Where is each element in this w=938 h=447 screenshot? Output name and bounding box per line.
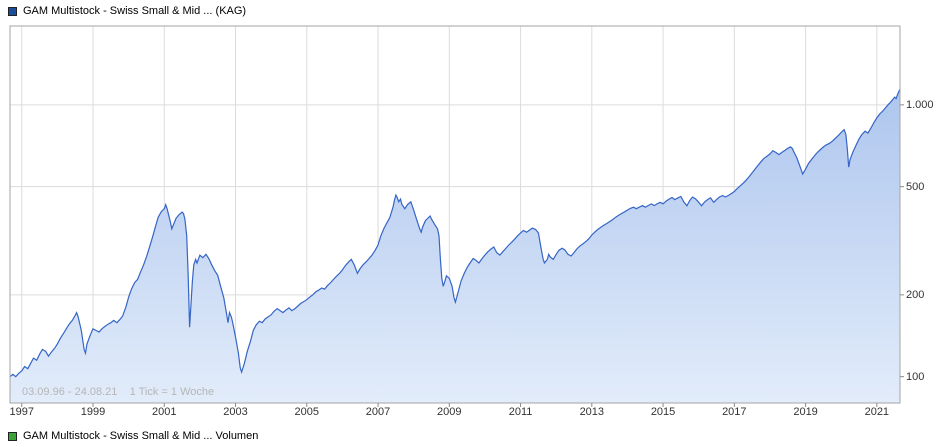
x-axis-label: 2017 bbox=[722, 406, 747, 418]
price-area-fill bbox=[10, 90, 900, 404]
y-axis-label: 500 bbox=[906, 180, 925, 193]
legend-top: GAM Multistock - Swiss Small & Mid ... (… bbox=[8, 5, 246, 17]
x-axis-label: 2019 bbox=[793, 406, 818, 418]
x-axis-label: 2021 bbox=[864, 406, 890, 418]
y-axis-label: 1.000 bbox=[906, 98, 934, 111]
volume-series-label: GAM Multistock - Swiss Small & Mid ... V… bbox=[23, 430, 259, 442]
price-series-swatch-icon bbox=[8, 6, 17, 16]
x-axis-label: 2007 bbox=[365, 406, 391, 418]
y-axis-label: 200 bbox=[906, 288, 925, 301]
x-axis-label: 2003 bbox=[223, 406, 248, 418]
x-axis-label: 2011 bbox=[508, 406, 533, 418]
chart-watermark: 03.09.96 - 24.08.21 1 Tick = 1 Woche bbox=[22, 386, 215, 398]
plot-frame bbox=[9, 25, 901, 404]
x-axis-label: 2009 bbox=[437, 406, 462, 418]
x-axis-label: 2001 bbox=[152, 406, 177, 418]
x-axis-label: 1999 bbox=[80, 406, 106, 418]
x-axis-label: 2015 bbox=[650, 406, 676, 418]
y-axis-label: 100 bbox=[906, 370, 925, 383]
price-series-label: GAM Multistock - Swiss Small & Mid ... (… bbox=[23, 5, 247, 17]
price-line bbox=[9, 89, 901, 378]
x-axis-label: 2013 bbox=[579, 406, 605, 418]
x-axis-label: 1997 bbox=[9, 406, 34, 418]
x-axis-label: 2005 bbox=[294, 406, 320, 418]
legend-bottom: GAM Multistock - Swiss Small & Mid ... V… bbox=[8, 430, 258, 442]
volume-series-swatch-icon bbox=[8, 431, 17, 441]
